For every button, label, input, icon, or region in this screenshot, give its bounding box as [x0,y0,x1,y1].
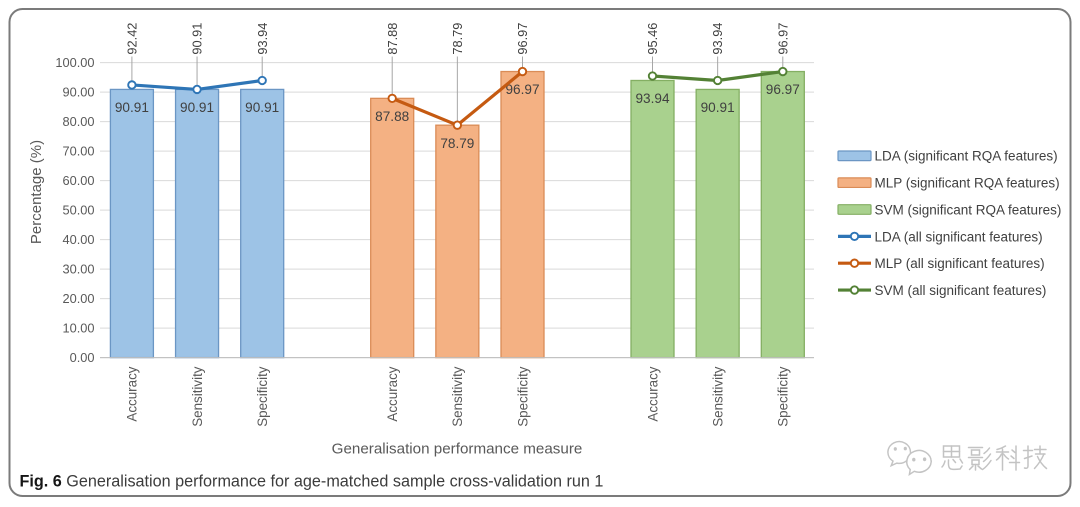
svg-text:MLP (significant RQA features): MLP (significant RQA features) [875,176,1060,191]
svg-text:Sensitivity: Sensitivity [450,366,465,427]
svg-text:30.00: 30.00 [62,262,94,277]
svg-text:90.91: 90.91 [245,100,279,115]
svg-text:90.91: 90.91 [701,100,735,115]
svg-text:Generalisation performance mea: Generalisation performance measure [332,441,583,458]
svg-text:92.42: 92.42 [125,23,140,55]
svg-text:95.46: 95.46 [645,23,660,55]
svg-text:SVM (significant RQA features): SVM (significant RQA features) [875,202,1062,217]
svg-text:Sensitivity: Sensitivity [710,366,725,427]
svg-text:93.94: 93.94 [635,91,669,106]
svg-text:10.00: 10.00 [62,321,94,336]
svg-text:Accuracy: Accuracy [125,366,140,421]
svg-text:Specificity: Specificity [776,366,791,427]
svg-text:LDA (significant RQA features): LDA (significant RQA features) [875,149,1058,164]
svg-text:0.00: 0.00 [70,350,95,365]
svg-text:80.00: 80.00 [62,114,94,129]
svg-text:Fig. 6 Generalisation performa: Fig. 6 Generalisation performance for ag… [20,473,604,491]
svg-text:87.88: 87.88 [375,109,409,124]
svg-text:60.00: 60.00 [62,173,94,188]
svg-text:Accuracy: Accuracy [385,366,400,421]
svg-text:90.91: 90.91 [190,23,205,55]
svg-text:40.00: 40.00 [62,232,94,247]
svg-text:SVM (all significant features): SVM (all significant features) [875,283,1047,298]
svg-text:Specificity: Specificity [255,366,270,427]
svg-text:96.97: 96.97 [775,23,790,55]
svg-text:20.00: 20.00 [62,291,94,306]
svg-text:70.00: 70.00 [62,144,94,159]
svg-text:Specificity: Specificity [515,366,530,427]
svg-text:96.97: 96.97 [766,82,800,97]
svg-text:LDA (all significant features): LDA (all significant features) [875,229,1043,244]
svg-text:93.94: 93.94 [255,23,270,55]
svg-text:87.88: 87.88 [385,23,400,55]
svg-text:90.91: 90.91 [180,100,214,115]
svg-text:93.94: 93.94 [710,23,725,55]
svg-text:90.91: 90.91 [115,100,149,115]
svg-text:78.79: 78.79 [440,136,474,151]
svg-text:96.97: 96.97 [505,82,539,97]
svg-text:78.79: 78.79 [450,23,465,55]
svg-text:Percentage (%): Percentage (%) [28,140,45,244]
svg-text:MLP (all significant features): MLP (all significant features) [875,256,1045,271]
svg-text:90.00: 90.00 [62,85,94,100]
svg-text:Accuracy: Accuracy [645,366,660,421]
svg-text:100.00: 100.00 [55,55,94,70]
svg-text:96.97: 96.97 [515,23,530,55]
svg-text:50.00: 50.00 [62,203,94,218]
svg-text:Sensitivity: Sensitivity [190,366,205,427]
